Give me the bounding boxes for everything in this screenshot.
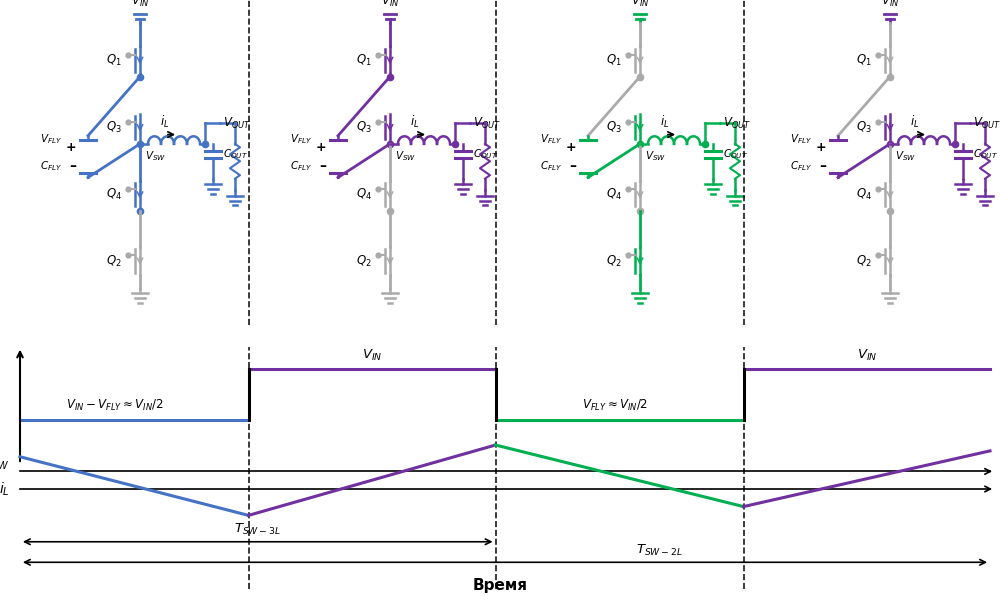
Text: +: + [65,141,76,154]
Text: $V_{IN}$: $V_{IN}$ [381,0,399,10]
Text: –: – [569,159,576,173]
Text: $Q_2$: $Q_2$ [856,253,872,269]
Text: $C_{OUT}$: $C_{OUT}$ [473,147,498,161]
Text: $Q_4$: $Q_4$ [106,187,122,203]
Text: $T_{SW-2L}$: $T_{SW-2L}$ [636,543,684,558]
Text: $V_{OUT}$: $V_{OUT}$ [223,116,251,131]
Text: $V_{SW}$: $V_{SW}$ [895,150,916,163]
Text: $Q_4$: $Q_4$ [356,187,372,203]
Text: $V_{FLY}$: $V_{FLY}$ [40,132,62,146]
Text: +: + [815,141,826,154]
Text: +: + [565,141,576,154]
Text: $Q_1$: $Q_1$ [356,53,372,68]
Text: $V_{IN}$: $V_{IN}$ [362,348,382,363]
Text: +: + [315,141,326,154]
Text: $C_{OUT}$: $C_{OUT}$ [723,147,748,161]
Text: $i_L$: $i_L$ [160,114,170,130]
Text: $C_{FLY}$: $C_{FLY}$ [540,159,562,173]
Text: $i_L$: $i_L$ [660,114,670,130]
Text: $V_{OUT}$: $V_{OUT}$ [473,116,501,131]
Text: $i_L$: $i_L$ [910,114,920,130]
Text: $Q_2$: $Q_2$ [606,253,622,269]
Text: $V_{IN}$: $V_{IN}$ [631,0,649,10]
Text: $V_{OUT}$: $V_{OUT}$ [973,116,1000,131]
Text: $Q_3$: $Q_3$ [606,120,622,135]
Text: $V_{FLY}$: $V_{FLY}$ [790,132,812,146]
Text: $Q_3$: $Q_3$ [856,120,872,135]
Text: Время: Время [473,578,528,593]
Text: –: – [69,159,76,173]
Text: $C_{FLY}$: $C_{FLY}$ [290,159,312,173]
Text: $V_{FLY}$: $V_{FLY}$ [290,132,312,146]
Text: $V_{FLY}$: $V_{FLY}$ [540,132,562,146]
Text: $V_{IN}$: $V_{IN}$ [131,0,149,10]
Text: $V_{IN}$: $V_{IN}$ [857,348,877,363]
Text: $Q_4$: $Q_4$ [856,187,872,203]
Text: $Q_1$: $Q_1$ [606,53,622,68]
Text: $C_{FLY}$: $C_{FLY}$ [40,159,62,173]
Text: $i_L$: $i_L$ [0,480,10,498]
Text: $V_{IN}$: $V_{IN}$ [881,0,899,10]
Text: –: – [819,159,826,173]
Text: $Q_1$: $Q_1$ [106,53,122,68]
Text: $V_{SW}$: $V_{SW}$ [645,150,666,163]
Text: $Q_1$: $Q_1$ [856,53,872,68]
Text: $Q_3$: $Q_3$ [106,120,122,135]
Text: $Q_2$: $Q_2$ [356,253,372,269]
Text: $T_{SW-3L}$: $T_{SW-3L}$ [234,522,280,538]
Text: $V_{FLY} \approx V_{IN}/2$: $V_{FLY} \approx V_{IN}/2$ [582,398,648,413]
Text: $C_{OUT}$: $C_{OUT}$ [973,147,998,161]
Text: $C_{OUT}$: $C_{OUT}$ [223,147,248,161]
Text: $V_{SW}$: $V_{SW}$ [0,456,10,472]
Text: $V_{SW}$: $V_{SW}$ [145,150,166,163]
Text: –: – [319,159,326,173]
Text: $V_{SW}$: $V_{SW}$ [395,150,416,163]
Text: $V_{IN} - V_{FLY} \approx V_{IN}/2$: $V_{IN} - V_{FLY} \approx V_{IN}/2$ [66,398,164,413]
Text: $i_L$: $i_L$ [410,114,420,130]
Text: $V_{OUT}$: $V_{OUT}$ [723,116,751,131]
Text: $Q_2$: $Q_2$ [106,253,122,269]
Text: $Q_3$: $Q_3$ [356,120,372,135]
Text: $C_{FLY}$: $C_{FLY}$ [790,159,812,173]
Text: $Q_4$: $Q_4$ [606,187,622,203]
